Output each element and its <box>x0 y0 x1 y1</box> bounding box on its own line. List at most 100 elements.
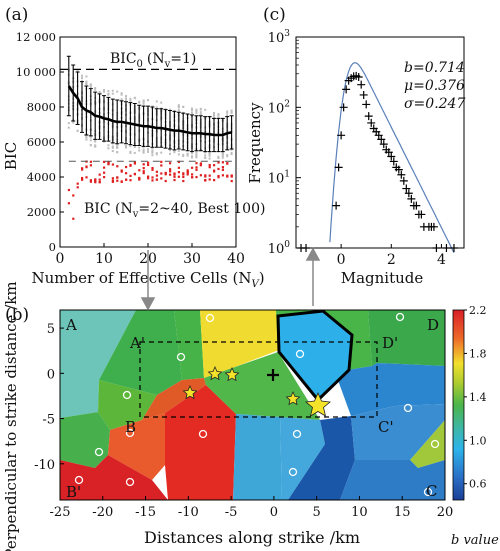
bic-sample-point <box>191 156 193 159</box>
cell-center <box>395 312 405 322</box>
bic-sample-point <box>177 109 180 112</box>
observed-point <box>377 135 386 144</box>
stat-sigma: σ=0.247 <box>404 96 465 112</box>
bic-sample-point <box>125 146 127 149</box>
bic-sample-point <box>111 145 114 148</box>
colorbar-tick-label: 2.2 <box>469 304 487 317</box>
bic-sample-point <box>103 88 105 91</box>
colorbar-label: b value <box>451 533 499 548</box>
bic-sample-point <box>142 146 145 149</box>
colorbar-ticks: 0.6 1.0 1.4 1.8 2.2 <box>464 304 487 491</box>
bic-sample-point <box>89 139 92 142</box>
bic-sample-point <box>226 155 229 158</box>
best-sample-point <box>226 174 229 177</box>
bic-sample-point <box>217 112 220 115</box>
y-tick-label: 0 <box>49 240 56 254</box>
observed-point <box>337 131 346 140</box>
colorbar-gradient <box>452 309 465 501</box>
bic-sample-point <box>107 93 110 96</box>
best-sample-point <box>116 176 119 179</box>
bic-sample-point <box>182 153 185 156</box>
best-sample-point <box>133 161 136 164</box>
best-sample-point <box>177 171 180 174</box>
bic-sample-point <box>111 89 114 92</box>
bic-sample-point <box>173 109 176 112</box>
cell <box>368 310 445 366</box>
observed-point <box>412 201 421 210</box>
cell <box>200 310 279 378</box>
best-sample-point <box>98 173 101 176</box>
observed-point <box>417 210 426 219</box>
best-sample-point <box>213 169 216 172</box>
cell-center <box>74 475 84 485</box>
best-sample-point <box>147 161 150 164</box>
arrow-head-icon <box>140 297 156 311</box>
bic-sample-point <box>191 109 193 112</box>
bic-sample-point <box>155 152 158 155</box>
best-sample-point <box>195 168 198 171</box>
bic-sample-point <box>195 110 198 113</box>
best-sample-point <box>160 160 163 163</box>
x-tick-label: 0 <box>56 251 65 267</box>
bic-sample-point <box>129 100 132 103</box>
best-sample-point <box>221 174 224 177</box>
corner-d-prime: D' <box>382 334 398 352</box>
bic-sample-point <box>116 144 119 147</box>
y-tick-label: 8000 <box>27 100 56 114</box>
bic-sample-point <box>67 126 70 129</box>
best-sample-point <box>204 178 207 182</box>
highlight-cell-outline <box>276 309 354 403</box>
bic-sample-point <box>89 136 92 139</box>
cell <box>174 310 204 380</box>
cell <box>351 404 445 460</box>
best-bic-samples <box>67 160 233 220</box>
best-sample-point <box>67 188 70 192</box>
best-sample-point <box>129 164 132 167</box>
best-sample-point <box>142 163 145 166</box>
observed-point <box>354 72 363 81</box>
observed-point <box>387 152 396 161</box>
bic-sample-point <box>182 105 185 108</box>
bic-sample-point <box>142 149 145 152</box>
bic-sample-point <box>129 150 132 153</box>
best-sample-point <box>191 173 194 176</box>
best-sample-point <box>208 166 211 169</box>
best-sample-point <box>76 186 79 189</box>
bic-sample-point <box>208 151 211 154</box>
bic-sample-point <box>76 69 79 72</box>
bic-sample-point <box>226 110 229 113</box>
bic-sample-point <box>120 92 123 95</box>
best-sample-point <box>213 179 216 182</box>
x-tick-label: 10 <box>95 251 113 267</box>
bic-sample-point <box>125 94 127 97</box>
bic-sample-point <box>111 92 114 95</box>
star-icon <box>207 366 223 381</box>
bic-sample-point <box>204 156 207 159</box>
bic-sample-point <box>186 154 189 157</box>
observed-point <box>342 85 351 94</box>
best-sample-point <box>204 174 207 177</box>
cell <box>340 460 445 500</box>
best-sample-point <box>72 194 75 197</box>
y-tick-label: 101 <box>268 170 290 187</box>
best-sample-point <box>81 178 84 181</box>
stat-b: b=0.714 <box>404 60 465 76</box>
best-sample-point <box>182 173 185 176</box>
best-sample-point <box>164 179 167 183</box>
bic-sample-point <box>81 74 83 77</box>
x-tick-label: 40 <box>227 251 245 267</box>
panel-a-label: (a) <box>5 5 28 25</box>
bic-sample-point <box>177 150 180 153</box>
observed-point <box>332 201 341 210</box>
cell <box>60 455 168 500</box>
best-sample-point <box>151 176 154 179</box>
best-sample-point <box>226 162 229 165</box>
bic-sample-point <box>208 157 211 160</box>
best-sample-point <box>173 175 176 178</box>
best-sample-point <box>155 178 158 181</box>
bic-sample-point <box>199 108 202 111</box>
best-sample-point <box>230 174 233 177</box>
corner-b: B <box>125 418 136 436</box>
bic-sample-point <box>221 153 224 156</box>
best-sample-point <box>151 179 154 182</box>
